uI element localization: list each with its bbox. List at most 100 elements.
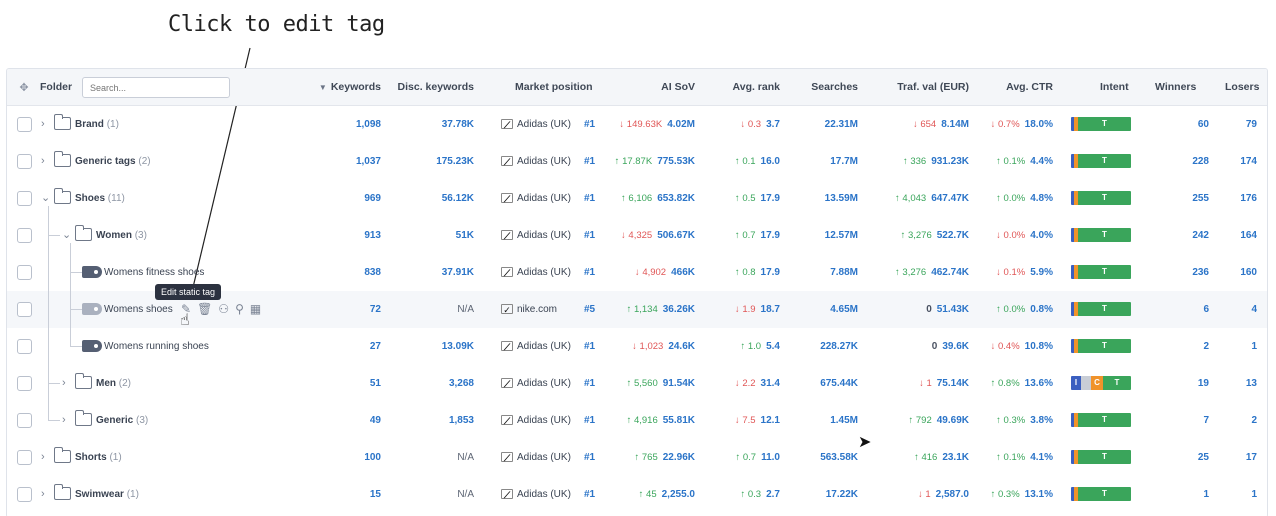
row-checkbox[interactable] — [17, 154, 32, 169]
losers-value[interactable]: 4 — [1251, 304, 1257, 315]
winners-value[interactable]: 19 — [1197, 378, 1209, 389]
chevron-right-icon[interactable]: › — [41, 155, 45, 167]
row-name[interactable]: Womens shoes — [104, 291, 173, 328]
losers-value[interactable]: 1 — [1251, 341, 1257, 352]
header-market-position[interactable]: Market position — [515, 81, 593, 93]
row-name[interactable]: Swimwear (1) — [75, 476, 139, 513]
winners-value[interactable]: 25 — [1197, 452, 1209, 463]
market-position[interactable]: ⟋ Adidas (UK) — [501, 439, 571, 476]
losers-value[interactable]: 160 — [1240, 267, 1257, 278]
disc-keywords-value[interactable]: 1,853 — [448, 415, 474, 426]
chevron-down-icon[interactable]: ⌄ — [41, 192, 51, 204]
market-position[interactable]: ⟋ Adidas (UK) — [501, 106, 571, 143]
table-row[interactable]: › Shorts (1) 100 N/A ⟋ Adidas (UK) #1 ↑ 765 22.9… — [7, 439, 1267, 476]
move-icon[interactable]: ✥ — [19, 82, 29, 94]
row-name[interactable]: Womens fitness shoes — [104, 254, 204, 291]
winners-value[interactable]: 1 — [1203, 489, 1209, 500]
edit-icon[interactable]: ✎ — [181, 302, 192, 316]
winners-value[interactable]: 236 — [1192, 267, 1209, 278]
row-name[interactable]: Generic (3) — [96, 402, 148, 439]
losers-value[interactable]: 79 — [1245, 119, 1257, 130]
table-row[interactable]: ⌄ Women (3) 913 51K ⟋ Adidas (UK) #1 ↓ 4,325 506… — [7, 217, 1267, 254]
losers-value[interactable]: 1 — [1251, 489, 1257, 500]
searches-value[interactable]: 228.27K — [820, 341, 858, 352]
row-checkbox[interactable] — [17, 487, 32, 502]
row-checkbox[interactable] — [17, 413, 32, 428]
searches-value[interactable]: 17.7M — [830, 156, 858, 167]
market-position[interactable]: ⟋ Adidas (UK) — [501, 254, 571, 291]
market-position[interactable]: ✓ nike.com — [501, 291, 557, 328]
row-checkbox[interactable] — [17, 450, 32, 465]
row-name[interactable]: Brand (1) — [75, 106, 119, 143]
table-row[interactable]: Womens fitness shoes 838 37.91K ⟋ Adidas (U… — [7, 254, 1267, 291]
intent-bar[interactable]: T — [1071, 302, 1131, 316]
losers-value[interactable]: 164 — [1240, 230, 1257, 241]
trash-icon[interactable]: 🗑 — [197, 302, 213, 316]
chevron-right-icon[interactable]: › — [41, 118, 45, 130]
market-position[interactable]: ⟋ Adidas (UK) — [501, 476, 571, 513]
searches-value[interactable]: 4.65M — [830, 304, 858, 315]
keywords-value[interactable]: 49 — [369, 415, 381, 426]
chevron-down-icon[interactable]: ⌄ — [62, 229, 72, 241]
winners-value[interactable]: 6 — [1203, 304, 1209, 315]
row-name[interactable]: Womens running shoes — [104, 328, 209, 365]
winners-value[interactable]: 7 — [1203, 415, 1209, 426]
table-row[interactable]: › Men (2) 51 3,268 ⟋ Adidas (UK) #1 ↑ 5,560 91.5… — [7, 365, 1267, 402]
disc-keywords-value[interactable]: 56.12K — [441, 193, 474, 204]
disc-keywords-value[interactable]: 13.09K — [441, 341, 474, 352]
chevron-right-icon[interactable]: › — [62, 414, 66, 426]
keywords-value[interactable]: 913 — [364, 230, 381, 241]
winners-value[interactable]: 255 — [1192, 193, 1209, 204]
keywords-value[interactable]: 100 — [364, 452, 381, 463]
market-position[interactable]: ⟋ Adidas (UK) — [501, 180, 571, 217]
binoculars-icon[interactable]: ⚇ — [218, 302, 230, 316]
market-position[interactable]: ⟋ Adidas (UK) — [501, 365, 571, 402]
winners-value[interactable]: 60 — [1197, 119, 1209, 130]
row-checkbox[interactable] — [17, 228, 32, 243]
chevron-right-icon[interactable]: › — [41, 451, 45, 463]
market-position[interactable]: ⟋ Adidas (UK) — [501, 217, 571, 254]
disc-keywords-value[interactable]: 37.91K — [441, 267, 474, 278]
intent-bar[interactable]: T — [1071, 339, 1131, 353]
header-winners[interactable]: Winners — [1155, 81, 1197, 93]
disc-keywords-value[interactable]: 37.78K — [441, 119, 474, 130]
searches-value[interactable]: 563.58K — [820, 452, 858, 463]
header-disc-keywords[interactable]: Disc. keywords — [397, 81, 474, 93]
winners-value[interactable]: 242 — [1192, 230, 1209, 241]
searches-value[interactable]: 675.44K — [820, 378, 858, 389]
row-name[interactable]: Generic tags (2) — [75, 143, 151, 180]
chevron-right-icon[interactable]: › — [41, 488, 45, 500]
header-intent[interactable]: Intent — [1100, 81, 1129, 93]
header-avg-rank[interactable]: Avg. rank — [732, 81, 780, 93]
search-icon[interactable]: ⚲ — [235, 302, 244, 316]
intent-bar[interactable]: T — [1071, 265, 1131, 279]
disc-keywords-value[interactable]: N/A — [457, 304, 474, 315]
keywords-value[interactable]: 969 — [364, 193, 381, 204]
row-checkbox[interactable] — [17, 302, 32, 317]
intent-bar[interactable]: T — [1071, 154, 1131, 168]
search-input[interactable] — [82, 77, 230, 98]
row-checkbox[interactable] — [17, 376, 32, 391]
disc-keywords-value[interactable]: 175.23K — [436, 156, 474, 167]
intent-bar[interactable]: T — [1071, 117, 1131, 131]
market-position[interactable]: ⟋ Adidas (UK) — [501, 402, 571, 439]
table-row[interactable]: › Swimwear (1) 15 N/A ⟋ Adidas (UK) #1 ↑ 45 2,25… — [7, 476, 1267, 513]
disc-keywords-value[interactable]: N/A — [457, 489, 474, 500]
searches-value[interactable]: 13.59M — [824, 193, 858, 204]
row-name[interactable]: Men (2) — [96, 365, 131, 402]
disc-keywords-value[interactable]: 51K — [455, 230, 474, 241]
table-row[interactable]: › Generic (3) 49 1,853 ⟋ Adidas (UK) #1 ↑ 4,916… — [7, 402, 1267, 439]
market-position[interactable]: ⟋ Adidas (UK) — [501, 328, 571, 365]
keywords-value[interactable]: 838 — [364, 267, 381, 278]
disc-keywords-value[interactable]: 3,268 — [448, 378, 474, 389]
intent-bar[interactable]: T — [1071, 450, 1131, 464]
losers-value[interactable]: 2 — [1251, 415, 1257, 426]
keywords-value[interactable]: 1,037 — [355, 156, 381, 167]
qr-icon[interactable]: ▦ — [249, 302, 262, 316]
header-ai-sov[interactable]: AI SoV — [661, 81, 695, 93]
table-row[interactable]: Womens running shoes 27 13.09K ⟋ Adidas (UK… — [7, 328, 1267, 365]
keywords-value[interactable]: 15 — [369, 489, 381, 500]
table-row[interactable]: › Generic tags (2) 1,037 175.23K ⟋ Adidas (UK… — [7, 143, 1267, 180]
losers-value[interactable]: 17 — [1245, 452, 1257, 463]
searches-value[interactable]: 17.22K — [825, 489, 858, 500]
